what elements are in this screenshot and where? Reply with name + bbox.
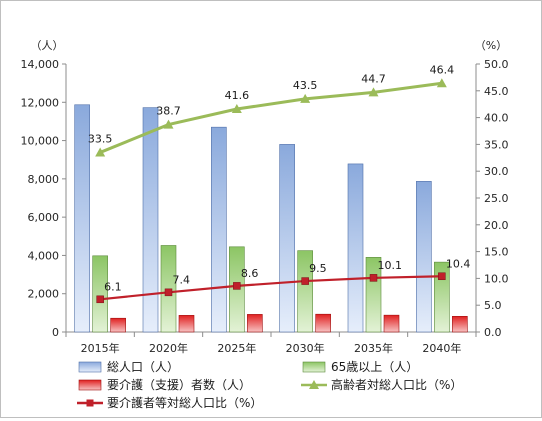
bar bbox=[279, 144, 295, 333]
bar bbox=[452, 316, 468, 333]
y-left-tick-label: 14,000 bbox=[21, 58, 60, 71]
y-left-tick-label: 0 bbox=[52, 326, 59, 339]
series-point bbox=[369, 274, 378, 282]
y-right-tick-label: 25.0 bbox=[484, 192, 509, 205]
data-label: 38.7 bbox=[156, 105, 181, 118]
data-label: 46.4 bbox=[430, 63, 455, 76]
y-right-tick-label: 30.0 bbox=[484, 165, 509, 178]
data-label: 41.6 bbox=[225, 89, 250, 102]
legend-swatch bbox=[78, 361, 102, 373]
bar bbox=[110, 317, 126, 333]
series-point bbox=[231, 104, 242, 114]
x-tick-label: 2025年 bbox=[217, 341, 256, 355]
bar bbox=[297, 250, 313, 333]
legend-label: 総人口（人） bbox=[107, 360, 179, 374]
y-right-tick-label: 15.0 bbox=[484, 246, 509, 259]
y-right-tick-label: 5.0 bbox=[484, 299, 502, 312]
legend-marker bbox=[309, 380, 319, 389]
legend-label: 要介護者等対総人口比（%） bbox=[107, 395, 262, 410]
y-right-tick-label: 50.0 bbox=[484, 58, 509, 71]
data-label: 9.5 bbox=[309, 262, 327, 275]
y-left-tick-label: 8,000 bbox=[28, 173, 60, 186]
series-point bbox=[96, 295, 104, 304]
y-right-tick-label: 10.0 bbox=[484, 272, 509, 285]
series-point bbox=[301, 277, 309, 285]
legend-label: 要介護（支援）者数（人） bbox=[107, 377, 251, 392]
bar bbox=[178, 315, 195, 333]
plot-area: 0 2,000 4,000 6,000 8,000 10,000 12,000 14,000 0… bbox=[21, 39, 509, 355]
data-label: 8.6 bbox=[241, 267, 258, 280]
bar bbox=[92, 255, 108, 333]
series-point bbox=[436, 78, 447, 88]
legend-swatch bbox=[302, 361, 326, 373]
legend-label: 65歳以上（人） bbox=[331, 360, 418, 374]
data-label: 44.7 bbox=[361, 72, 386, 85]
y-left-tick-label: 10,000 bbox=[21, 135, 60, 148]
y-right-tick-label: 35.0 bbox=[484, 138, 509, 151]
legend-marker bbox=[86, 399, 94, 407]
series-line bbox=[100, 275, 442, 301]
data-label: 33.5 bbox=[88, 132, 113, 145]
y-right-tick-label: 40.0 bbox=[484, 112, 509, 125]
bar bbox=[74, 104, 90, 333]
y-right-tick-label: 45.0 bbox=[484, 85, 509, 98]
bar bbox=[416, 181, 432, 333]
y-left-tick-label: 4,000 bbox=[28, 249, 60, 262]
y-left-unit: （人） bbox=[31, 39, 64, 52]
bar bbox=[247, 314, 263, 333]
series-point bbox=[164, 288, 173, 297]
legend-swatch bbox=[78, 379, 102, 391]
data-label: 10.1 bbox=[378, 259, 403, 272]
series-line bbox=[99, 81, 443, 154]
series-point bbox=[163, 119, 174, 129]
y-left-tick-label: 12,000 bbox=[21, 96, 60, 109]
legend-label: 高齢者対総人口比（%） bbox=[331, 377, 462, 392]
legend: 総人口（人） 65歳以上（人） 要介護（支援）者数（人） 高齢者対総人口比（%） 要介護… bbox=[77, 360, 462, 410]
y-left-tick-label: 6,000 bbox=[28, 211, 60, 224]
bar bbox=[347, 163, 364, 333]
data-label: 10.4 bbox=[446, 257, 471, 270]
x-tick-label: 2040年 bbox=[422, 341, 461, 355]
bar bbox=[315, 313, 331, 333]
x-tick-label: 2020年 bbox=[149, 341, 188, 355]
x-tick-label: 2030年 bbox=[286, 341, 325, 355]
bar bbox=[142, 107, 159, 333]
series-point bbox=[300, 93, 311, 103]
series-point bbox=[368, 87, 379, 97]
y-left-tick-label: 2,000 bbox=[28, 288, 60, 301]
y-right-tick-label: 20.0 bbox=[484, 219, 509, 232]
series-point bbox=[233, 282, 241, 290]
x-tick-label: 2015年 bbox=[81, 341, 120, 355]
data-label: 43.5 bbox=[293, 79, 318, 92]
x-tick-label: 2035年 bbox=[354, 341, 393, 355]
data-label: 7.4 bbox=[173, 273, 191, 286]
data-label: 6.1 bbox=[104, 280, 122, 293]
y-right-tick-label: 0.0 bbox=[484, 326, 502, 339]
y-right-unit: （%） bbox=[475, 39, 507, 52]
series-point bbox=[438, 272, 446, 281]
bar bbox=[383, 314, 400, 333]
series-point bbox=[95, 147, 106, 157]
bar bbox=[211, 126, 227, 333]
